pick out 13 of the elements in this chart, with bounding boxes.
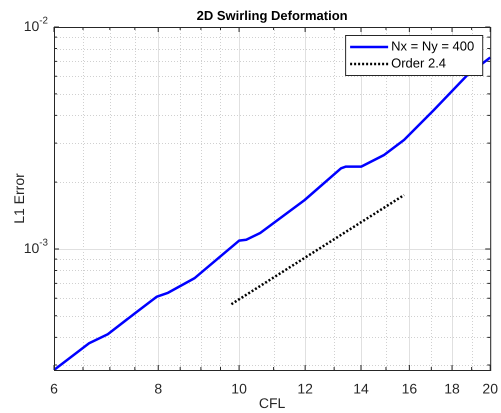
y-axis-title: L1 Error [10,172,27,224]
legend-label: Order 2.4 [391,56,446,71]
x-tick-label: 20 [482,380,498,396]
x-tick-label: 18 [444,380,460,396]
x-tick-label: 16 [402,380,418,396]
x-tick-label: 12 [297,380,314,396]
x-tick-label: 6 [50,380,58,396]
x-tick-label: 14 [353,380,369,396]
legend-label: Nx = Ny = 400 [391,38,474,54]
chart-title: 2D Swirling Deformation [196,8,348,24]
x-tick-label: 10 [231,380,248,396]
x-tick-label: 8 [154,380,162,396]
x-axis-title: CFL [258,394,286,411]
